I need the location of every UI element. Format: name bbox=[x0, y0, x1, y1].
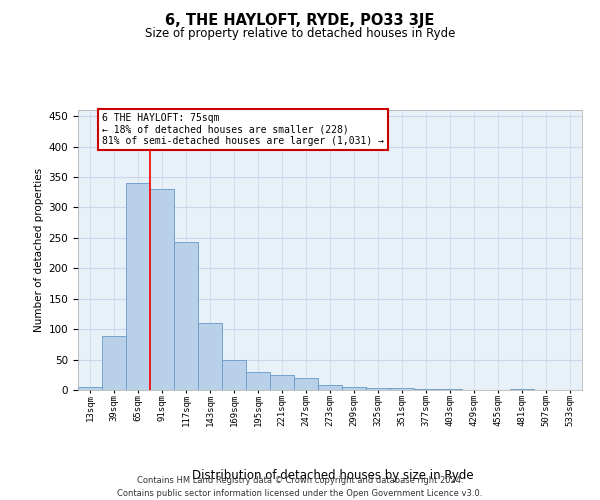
Text: Distribution of detached houses by size in Ryde: Distribution of detached houses by size … bbox=[192, 470, 474, 482]
Bar bbox=[414, 389, 438, 390]
Text: 6, THE HAYLOFT, RYDE, PO33 3JE: 6, THE HAYLOFT, RYDE, PO33 3JE bbox=[166, 12, 434, 28]
Bar bbox=[294, 378, 318, 390]
Bar bbox=[102, 336, 126, 390]
Text: Contains HM Land Registry data © Crown copyright and database right 2024.
Contai: Contains HM Land Registry data © Crown c… bbox=[118, 476, 482, 498]
Y-axis label: Number of detached properties: Number of detached properties bbox=[34, 168, 44, 332]
Bar bbox=[246, 372, 270, 390]
Bar bbox=[222, 360, 246, 390]
Bar bbox=[198, 323, 222, 390]
Bar bbox=[150, 189, 174, 390]
Bar bbox=[342, 387, 366, 390]
Bar bbox=[270, 375, 294, 390]
Bar bbox=[390, 388, 414, 390]
Text: 6 THE HAYLOFT: 75sqm
← 18% of detached houses are smaller (228)
81% of semi-deta: 6 THE HAYLOFT: 75sqm ← 18% of detached h… bbox=[102, 113, 384, 146]
Bar bbox=[174, 242, 198, 390]
Bar bbox=[318, 384, 342, 390]
Bar bbox=[78, 387, 102, 390]
Text: Size of property relative to detached houses in Ryde: Size of property relative to detached ho… bbox=[145, 28, 455, 40]
Bar bbox=[126, 183, 150, 390]
Bar bbox=[366, 388, 390, 390]
